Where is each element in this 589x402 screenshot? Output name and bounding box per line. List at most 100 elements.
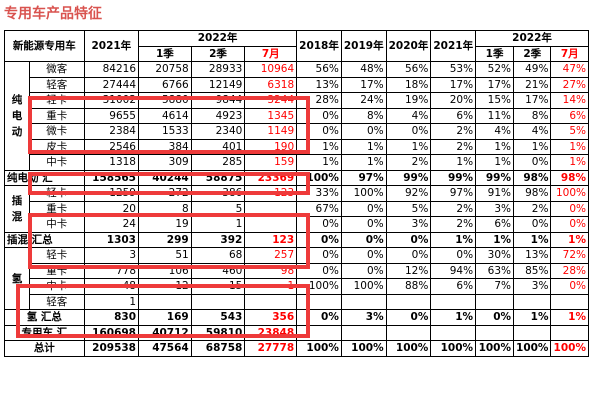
data-table: 新能源专用车 2021年 2022年 2018年 2019年 2020年 202… (4, 30, 589, 357)
cell-2021: 24 (83, 216, 140, 233)
cell-share: 0% (385, 123, 432, 140)
cell-share (340, 293, 387, 310)
cell-2021: 9655 (83, 107, 140, 124)
cell-share: 1% (513, 309, 552, 326)
cell-share: 63% (475, 262, 515, 279)
cell-q1: 4614 (138, 107, 192, 124)
cell-share: 17% (475, 76, 515, 93)
table-row: 中卡 24 19 1 0% 0% 3% 2% 6% 0% 0% (5, 216, 589, 233)
cell-share: 30% (475, 247, 515, 264)
cell-share: 67% (296, 200, 342, 217)
cell-share: 0% (340, 231, 387, 248)
cell-share: 6% (430, 107, 477, 124)
cell-share-jul: 72% (550, 247, 589, 264)
cell-2021: 158565 (83, 169, 140, 186)
cell-2021: 20 (83, 200, 140, 217)
cell-share: 4% (475, 123, 515, 140)
cell-share: 3% (385, 216, 432, 233)
cell-q1: 19 (138, 216, 192, 233)
cell-2021: 48 (83, 278, 140, 295)
cell-share: 0% (340, 216, 387, 233)
cell-share: 2% (430, 138, 477, 155)
cell-share: 99% (385, 169, 432, 186)
header-2018: 2018年 (296, 30, 342, 62)
cell-q2: 4923 (190, 107, 246, 124)
cell-share: 100% (513, 340, 552, 357)
row-label: 轻客 (28, 293, 85, 310)
cell-q2: 5 (190, 200, 246, 217)
cell-q2: 285 (190, 154, 246, 171)
cell-q2: 58875 (190, 169, 246, 186)
cell-share-jul: 28% (550, 262, 589, 279)
cell-share: 92% (385, 185, 432, 202)
cell-2021: 27444 (83, 76, 140, 93)
cell-share: 100% (296, 278, 342, 295)
cell-share-jul: 100% (550, 340, 589, 357)
cell-share: 4% (513, 123, 552, 140)
row-label: 总计 (4, 340, 85, 357)
cell-share: 5% (385, 200, 432, 217)
row-label: 插混 汇总 (4, 231, 85, 248)
cell-jul: 1345 (244, 107, 298, 124)
cell-2021: 1 (83, 293, 140, 310)
cell-share: 98% (513, 185, 552, 202)
row-label: 中卡 (28, 278, 85, 295)
cell-share-jul: 0% (550, 200, 589, 217)
row-label: 重卡 (28, 107, 85, 124)
cell-q1: 6766 (138, 76, 192, 93)
cell-share: 8% (513, 107, 552, 124)
cell-q1: 5880 (138, 92, 192, 109)
cell-q1: 272 (138, 185, 192, 202)
cell-share: 1% (296, 138, 342, 155)
cell-2021: 778 (83, 262, 140, 279)
row-label: 重卡 (28, 200, 85, 217)
header-q1-share: 1季 (475, 45, 515, 62)
cell-2021: 2384 (83, 123, 140, 140)
subtotal-row: 氢 汇总 830 169 543 356 0% 3% 0% 1% 0% 1% 1… (4, 309, 589, 326)
cell-share: 100% (385, 340, 432, 357)
cell-share: 100% (475, 340, 515, 357)
cell-share: 0% (296, 107, 342, 124)
cell-q2 (190, 293, 246, 310)
cell-share (385, 324, 432, 341)
table-row: 轻卡 31002 5880 9844 3244 28% 24% 19% 20% … (5, 92, 589, 109)
cell-share-jul: 98% (550, 169, 589, 186)
cell-q2: 59810 (190, 324, 246, 341)
cell-share: 1% (430, 154, 477, 171)
cell-share: 0% (340, 123, 387, 140)
cell-share: 88% (385, 278, 432, 295)
cell-share: 100% (430, 340, 477, 357)
cell-share: 17% (340, 76, 387, 93)
cell-q2: 386 (190, 185, 246, 202)
cell-2021: 1318 (83, 154, 140, 171)
cell-share: 0% (475, 309, 515, 326)
cell-share: 15% (475, 92, 515, 109)
header-2022: 2022年 (137, 30, 298, 47)
page-title: 专用车产品特征 (4, 6, 102, 22)
table-row: 纯电动 微客 84216 20758 28933 10964 56% 48% 5… (4, 61, 589, 171)
cell-share: 99% (430, 169, 477, 186)
cell-2021: 3 (83, 247, 140, 264)
cell-share: 1% (513, 138, 552, 155)
cell-share: 12% (385, 262, 432, 279)
row-label: 纯电动 汇 (4, 169, 85, 186)
cell-jul (244, 216, 298, 233)
category-hydrogen: 氢 (4, 247, 30, 310)
cell-share-jul: 47% (550, 61, 589, 78)
table-row: 微卡 2384 1533 2340 1149 0% 0% 0% 2% 4% 4%… (5, 123, 589, 140)
cell-q1: 20758 (138, 61, 192, 78)
cell-jul: 123 (244, 185, 298, 202)
header-2019: 2019年 (340, 30, 387, 62)
table-row: 轻客 1 (5, 293, 589, 310)
cell-share: 100% (296, 340, 342, 357)
cell-share: 0% (340, 262, 387, 279)
cell-share: 13% (296, 76, 342, 93)
cell-share: 56% (385, 61, 432, 78)
cell-jul: 23369 (244, 169, 298, 186)
cell-share: 3% (340, 309, 387, 326)
cell-2021: 31002 (83, 92, 140, 109)
header-2020: 2020年 (385, 30, 432, 62)
cell-jul: 27778 (244, 340, 298, 357)
row-label: 中卡 (28, 154, 85, 171)
cell-share: 0% (513, 216, 552, 233)
